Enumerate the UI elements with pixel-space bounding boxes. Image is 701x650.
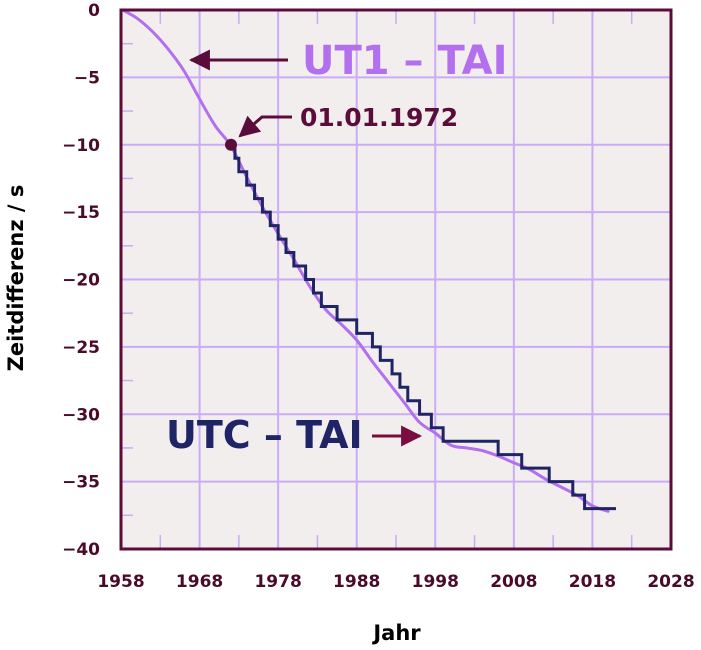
plot-frame <box>119 8 673 551</box>
y-tick-label--15: −15 <box>62 203 100 223</box>
x-tick-label-1988: 1988 <box>333 572 380 592</box>
x-tick-label-1978: 1978 <box>254 572 301 592</box>
y-tick-label--25: −25 <box>62 338 100 358</box>
series-utc-tai-line <box>231 143 616 511</box>
x-axis-ticks: 1958 1968 1978 1988 1998 2008 2018 2028 <box>97 572 694 592</box>
y-tick-label--5: −5 <box>74 68 100 88</box>
annotation-arrow-1972 <box>238 115 292 138</box>
annotation-utc-tai: UTC – TAI <box>166 413 363 457</box>
x-tick-label-1958: 1958 <box>97 572 144 592</box>
annotation-ut1-tai: UT1 – TAI <box>302 38 507 84</box>
y-axis-title: Zeitdifferenz / s <box>4 185 28 372</box>
x-axis-title: Jahr <box>371 621 421 645</box>
y-axis-ticks: 0 −5 −10 −15 −20 −25 −30 −35 −40 <box>62 1 100 560</box>
marker-1972 <box>225 138 237 151</box>
x-tick-label-1968: 1968 <box>176 572 223 592</box>
y-tick-label--10: −10 <box>62 136 100 156</box>
y-tick-label--30: −30 <box>62 405 100 425</box>
annotation-date-1972: 01.01.1972 <box>300 103 458 132</box>
x-tick-label-2008: 2008 <box>490 572 537 592</box>
y-tick-label-0: 0 <box>88 1 100 21</box>
y-tick-label--35: −35 <box>62 473 100 493</box>
y-tick-label--40: −40 <box>62 540 100 560</box>
x-tick-label-1998: 1998 <box>412 572 459 592</box>
x-tick-label-2018: 2018 <box>569 572 616 592</box>
y-tick-label--20: −20 <box>62 271 100 291</box>
x-tick-label-2028: 2028 <box>647 572 694 592</box>
